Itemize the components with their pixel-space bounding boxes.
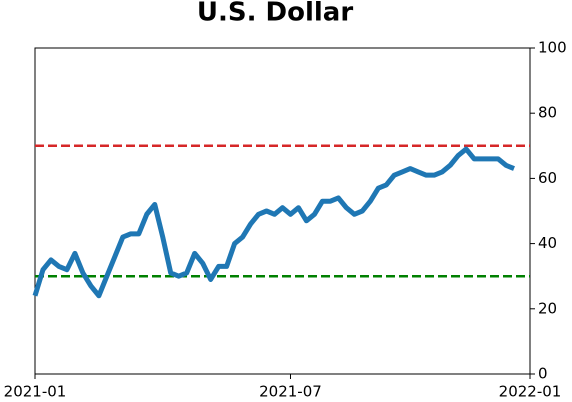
y-tick-label: 0 bbox=[538, 365, 548, 383]
x-tick-label: 2022-01 bbox=[499, 383, 562, 401]
y-tick-label: 40 bbox=[538, 234, 557, 252]
data-line bbox=[32, 146, 515, 299]
chart-title: U.S. Dollar bbox=[197, 0, 353, 28]
plot-frame bbox=[34, 47, 531, 375]
y-tick-label: 20 bbox=[538, 299, 557, 317]
x-tick-label: 2021-01 bbox=[4, 383, 67, 401]
y-tick-label: 60 bbox=[538, 169, 557, 187]
y-tick-label: 80 bbox=[538, 104, 557, 122]
x-tick-label: 2021-07 bbox=[259, 383, 322, 401]
y-tick-label: 100 bbox=[538, 39, 567, 57]
